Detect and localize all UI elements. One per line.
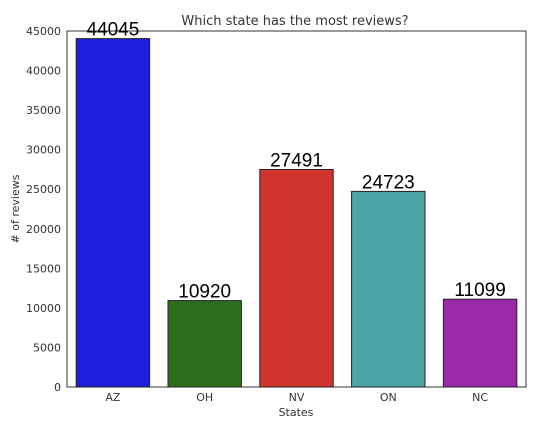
x-tick-label-oh: OH — [196, 391, 213, 404]
y-tick-label: 5000 — [33, 341, 61, 354]
y-tick-label: 10000 — [26, 302, 61, 315]
chart-title: Which state has the most reviews? — [181, 14, 408, 29]
x-tick-label-nc: NC — [472, 391, 488, 404]
bar-nc — [442, 298, 518, 388]
bar-az — [75, 38, 151, 388]
bar-on — [351, 190, 426, 388]
value-label-nc: 11099 — [454, 280, 505, 301]
x-tick-labels: AZ OH NV ON NC — [105, 391, 488, 404]
value-labels-group: 44045 10920 27491 24723 11099 — [86, 20, 505, 303]
y-tick-label: 45000 — [26, 25, 61, 38]
y-tick-label: 35000 — [26, 104, 61, 117]
y-tick-label: 0 — [54, 381, 61, 394]
y-tick-labels: 0 5000 10000 15000 20000 25000 30000 35000 40000… — [26, 25, 61, 394]
y-tick-label: 30000 — [26, 144, 61, 157]
x-axis-label: States — [279, 406, 314, 419]
value-label-az: 44045 — [86, 20, 139, 41]
bar-nv — [259, 169, 334, 388]
y-tick-label: 20000 — [26, 223, 61, 236]
x-tick-label-az: AZ — [105, 391, 121, 404]
y-tick-label: 40000 — [26, 65, 61, 78]
y-tick-label: 15000 — [26, 262, 61, 275]
x-tick-label-nv: NV — [289, 391, 305, 404]
value-label-nv: 27491 — [270, 151, 323, 172]
bars-group — [75, 38, 518, 388]
value-label-oh: 10920 — [178, 282, 231, 303]
value-label-on: 24723 — [362, 172, 415, 193]
y-axis-label: # of reviews — [9, 174, 22, 243]
y-tick-label: 25000 — [26, 183, 61, 196]
x-tick-label-on: ON — [380, 391, 397, 404]
bar-oh — [167, 300, 242, 388]
